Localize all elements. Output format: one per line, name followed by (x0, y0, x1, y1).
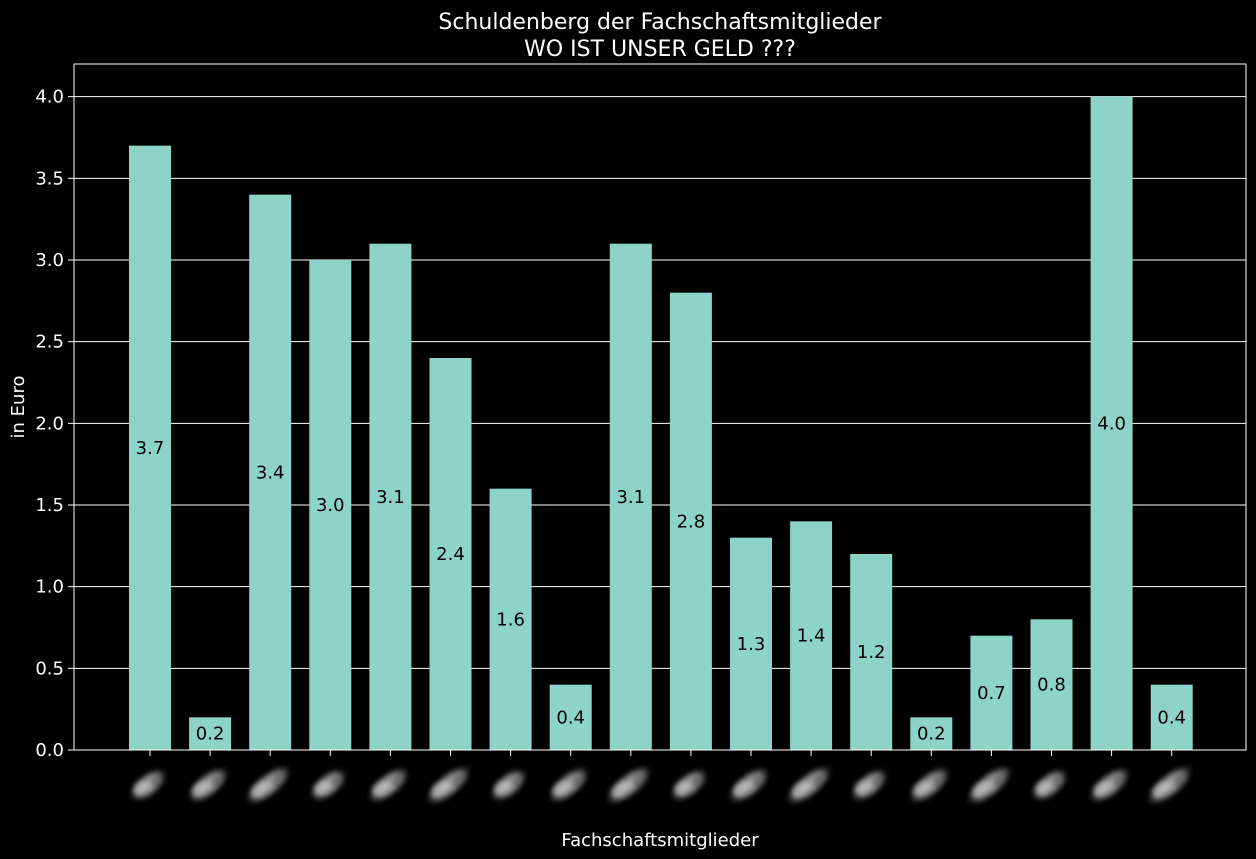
member-photo-icon (907, 765, 951, 805)
plot-frame (73, 63, 1247, 751)
bar (189, 717, 232, 750)
member-photo-icon (367, 765, 410, 805)
bar-value-label: 1.2 (857, 642, 886, 663)
y-tick-label: 3.5 (35, 168, 64, 189)
bar (249, 194, 292, 750)
member-photo-icon (1088, 765, 1131, 805)
bar-value-label: 3.7 (136, 438, 165, 459)
member-photo-icon (849, 767, 889, 803)
member-photo-icon (309, 767, 348, 803)
bar-value-label: 0.7 (977, 683, 1006, 704)
y-tick-label: 1.0 (35, 577, 64, 598)
bar (730, 537, 772, 750)
bar-value-label: 3.4 (256, 462, 285, 483)
x-axis-ticks (128, 750, 1194, 806)
member-photo-icon (785, 764, 833, 806)
bar (429, 358, 472, 750)
bar (790, 521, 833, 750)
bar-value-label: 3.0 (316, 495, 345, 516)
member-photo-icon (1030, 767, 1069, 803)
bar-value-label: 0.2 (917, 724, 946, 745)
y-tick-label: 0.5 (35, 658, 64, 679)
y-axis-ticks: 0.0 0.5 1.0 1.5 2.0 2.5 3.0 3.5 4.0 (35, 87, 74, 761)
bar (369, 243, 412, 750)
bar (129, 145, 171, 750)
y-tick-label: 3.0 (35, 250, 64, 271)
data-labels: 3.7 0.2 3.4 3.0 3.1 2.4 1.6 0.4 3.1 2.8 1.3 1.4 1.2 0… (136, 413, 1186, 744)
member-photo-icon (1146, 764, 1194, 806)
bar-value-label: 1.3 (737, 634, 766, 655)
member-photo-icon (605, 764, 653, 806)
bar-value-label: 0.8 (1037, 675, 1066, 696)
bar-value-label: 3.1 (616, 487, 645, 508)
member-photo-icon (669, 767, 709, 803)
bar (609, 243, 652, 750)
member-photo-icon (965, 764, 1013, 806)
bar (910, 717, 953, 750)
member-photo-icon (727, 765, 771, 805)
bars (129, 96, 1193, 750)
chart-title: Schuldenberg der Fachschaftsmitglieder (438, 10, 882, 35)
bar (309, 260, 352, 750)
x-axis-label: Fachschaftsmitglieder (561, 830, 759, 851)
member-photo-icon (489, 767, 528, 803)
bar-value-label: 2.4 (436, 544, 465, 565)
bar (549, 684, 592, 750)
bar-value-label: 0.2 (196, 724, 225, 745)
bar (669, 292, 712, 750)
bar (1090, 96, 1133, 750)
bar (850, 554, 893, 750)
bar-value-label: 0.4 (1157, 707, 1186, 728)
bar-value-label: 0.4 (556, 707, 585, 728)
chart-subtitle: WO IST UNSER GELD ??? (524, 37, 796, 62)
bar (1030, 619, 1073, 750)
bar (1150, 684, 1193, 750)
bar (489, 488, 532, 750)
y-tick-label: 2.0 (35, 413, 64, 434)
bar-value-label: 1.6 (496, 609, 525, 630)
bar-value-label: 1.4 (797, 626, 826, 647)
member-photo-icon (547, 765, 591, 805)
y-tick-label: 0.0 (35, 740, 64, 761)
y-tick-label: 1.5 (35, 495, 64, 516)
member-photo-icon (128, 767, 168, 803)
member-photo-icon (244, 764, 292, 806)
y-tick-label: 4.0 (35, 87, 64, 108)
y-tick-label: 2.5 (35, 332, 64, 353)
bar-value-label: 3.1 (376, 487, 405, 508)
y-axis-label: in Euro (8, 376, 29, 439)
member-photo-icon (186, 765, 230, 805)
bar-value-label: 4.0 (1097, 413, 1126, 434)
member-photo-icon (424, 764, 473, 806)
bar-value-label: 2.8 (677, 511, 706, 532)
bar (970, 635, 1013, 750)
